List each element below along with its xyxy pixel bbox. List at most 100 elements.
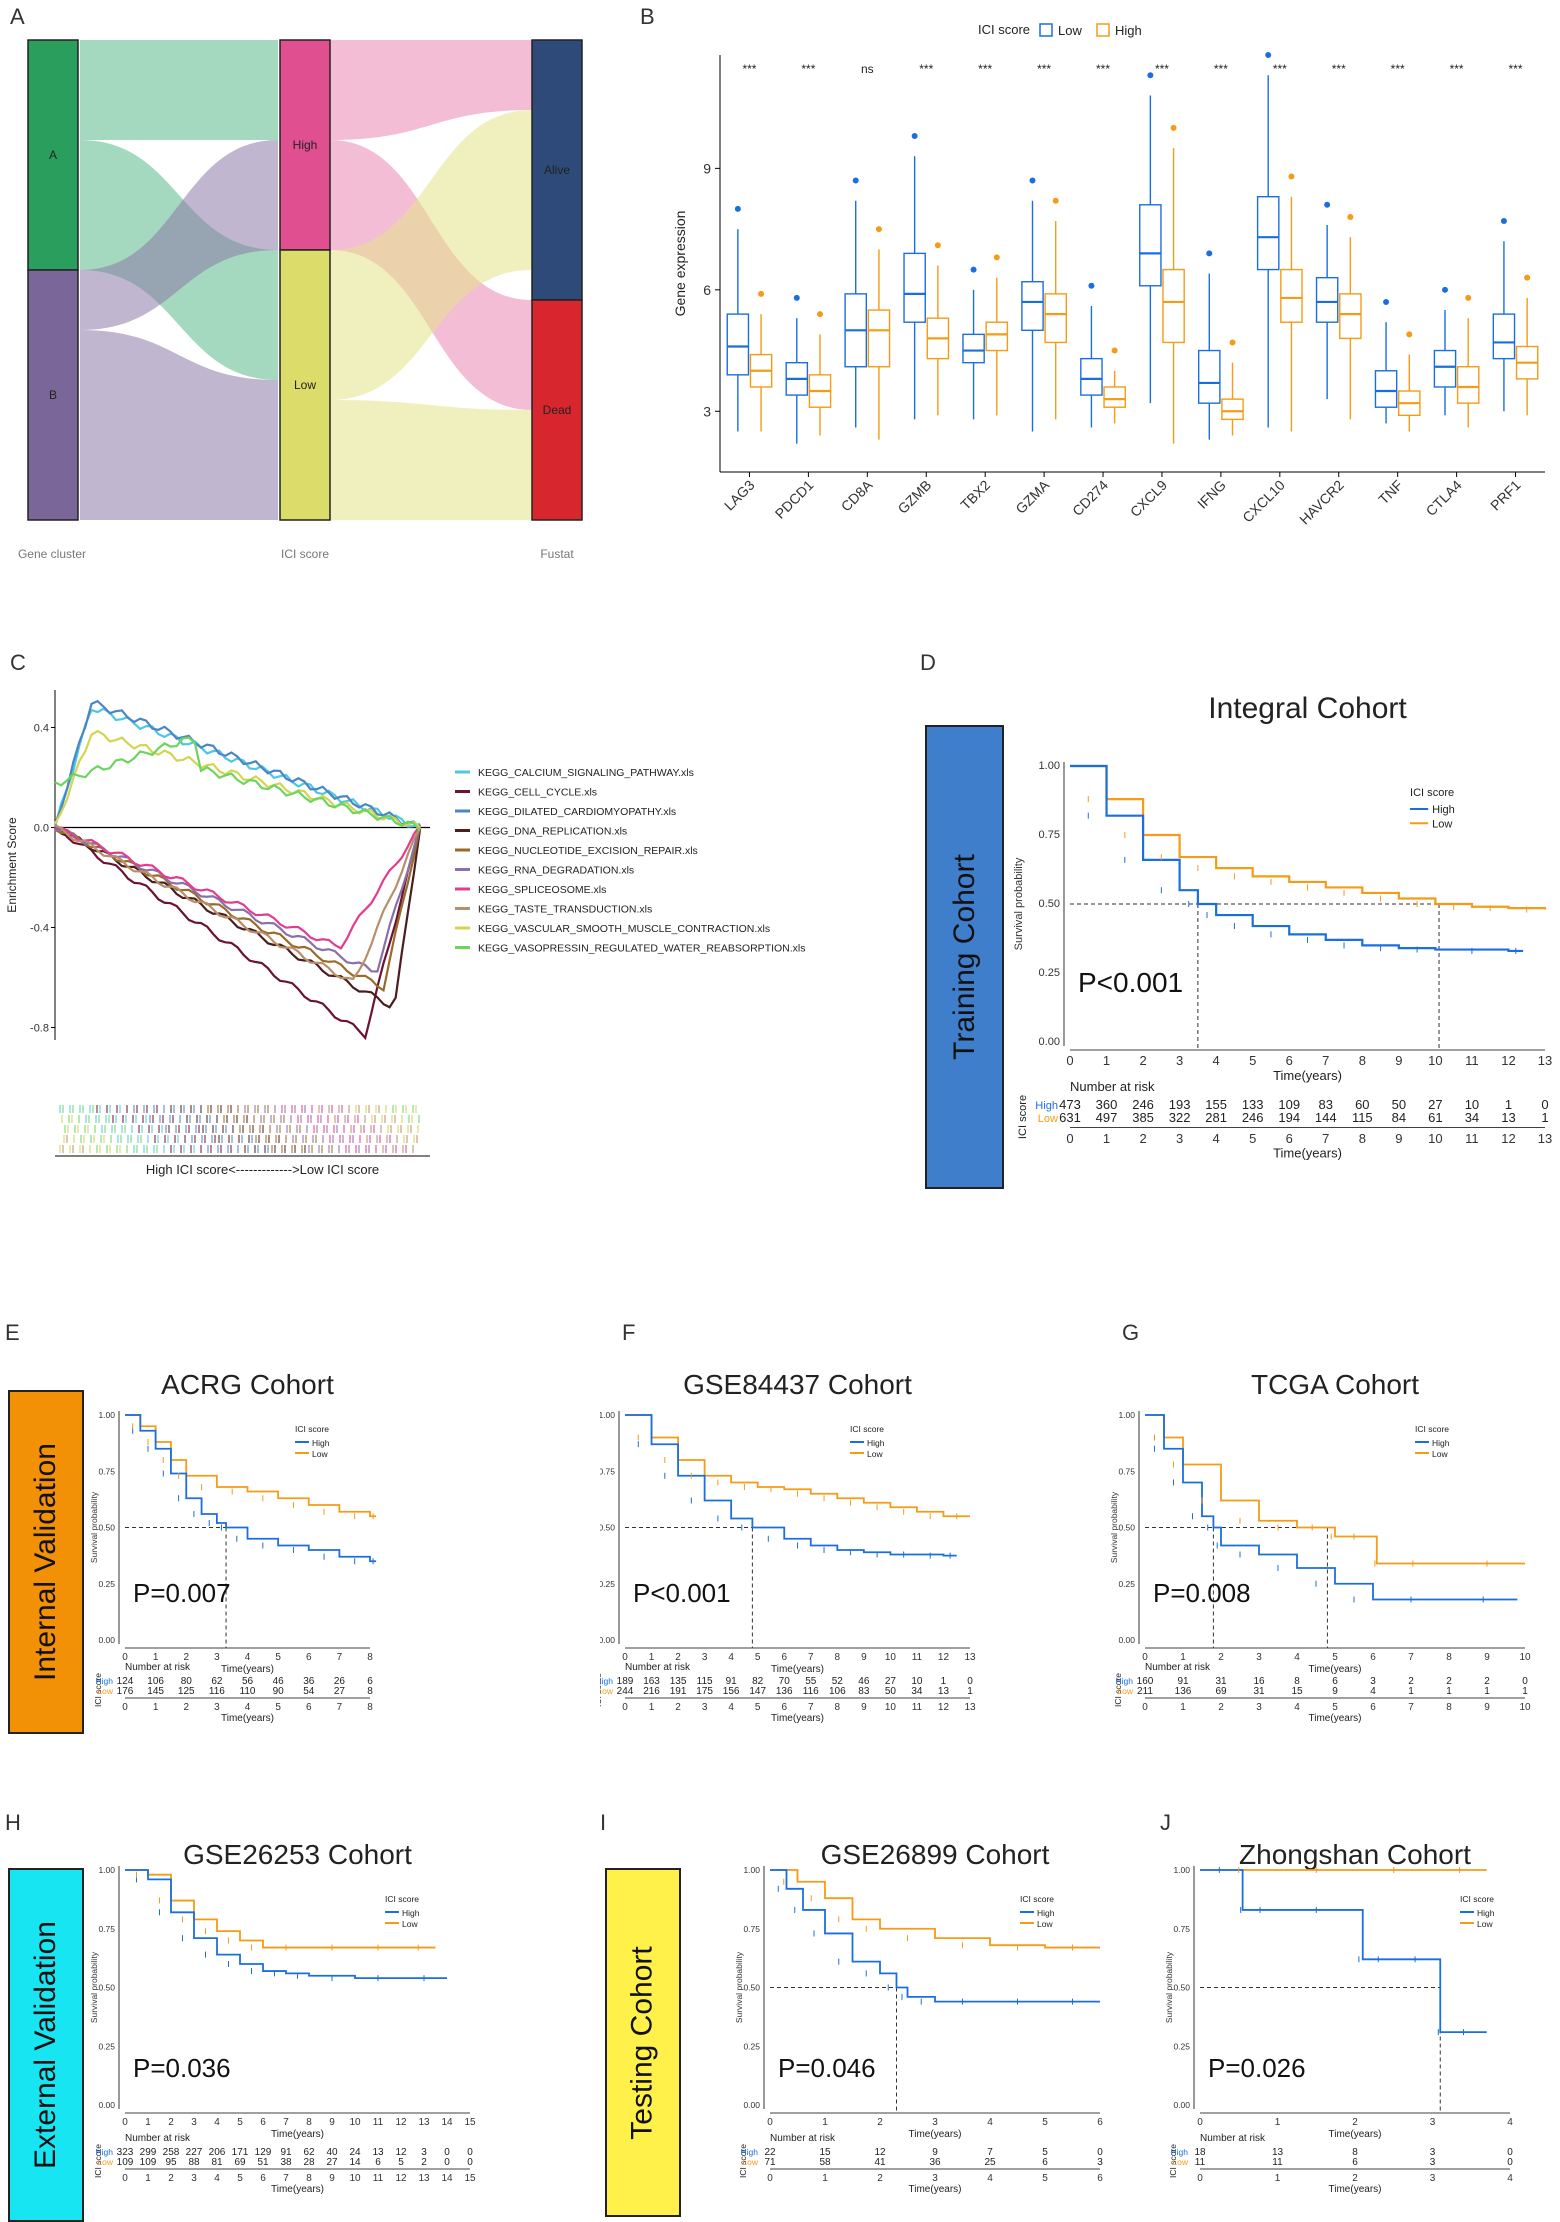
km-x-tick-label: 1 — [1275, 2117, 1281, 2128]
risk-low-count: 109 — [117, 2157, 134, 2168]
risk-low-count: 61 — [1428, 1110, 1442, 1125]
box-low-gzma-outlier — [1029, 177, 1036, 184]
x-tick-label: CTLA4 — [1423, 477, 1465, 519]
km-title: ACRG Cohort — [161, 1370, 334, 1400]
risk-high-count: 62 — [211, 1676, 223, 1687]
risk-high-count: 36 — [303, 1676, 315, 1687]
risk-x-tick-label: 10 — [349, 2173, 361, 2184]
km-y-tick-label: 1.00 — [600, 1410, 615, 1420]
km-pvalue: P=0.026 — [1208, 2053, 1306, 2083]
ici-low-node — [279, 249, 331, 521]
km-x-tick-label: 2 — [1139, 1053, 1146, 1068]
km-curve-high — [1200, 1869, 1487, 2034]
km-x-tick-label: 2 — [1352, 2117, 1358, 2128]
gsea-legend-label: KEGG_DNA_REPLICATION.xls — [478, 826, 627, 838]
risk-low-count: 145 — [147, 1686, 164, 1697]
km-x-tick-label: 5 — [755, 1652, 761, 1663]
box-high-ifng-box — [1221, 398, 1244, 421]
km-legend-low-label: Low — [1477, 1919, 1493, 1929]
risk-x-tick-label: 7 — [808, 1702, 814, 1713]
x-tick-label: HAVCR2 — [1296, 477, 1347, 528]
risk-high-count: 8 — [1294, 1676, 1300, 1687]
legend-low-swatch — [1039, 23, 1053, 37]
risk-x-tick-label: 1 — [1275, 2173, 1281, 2184]
risk-x-tick-label: 0 — [622, 1702, 628, 1713]
box-low-ctla4-box — [1433, 349, 1457, 388]
km-x-axis-label: Time(years) — [221, 1664, 274, 1675]
km-x-tick-label: 4 — [1213, 1053, 1220, 1068]
box-low-gzmb-outlier — [911, 132, 918, 139]
gsea-line-1 — [54, 824, 422, 1041]
km-y-tick-label: 1.00 — [98, 1410, 115, 1420]
y-tick-label: -0.8 — [30, 1023, 49, 1035]
box-high-tbx2-outlier — [993, 254, 1000, 261]
km-y-tick-label: 0.50 — [743, 1983, 760, 1993]
risk-low-count: 71 — [764, 2157, 776, 2168]
risk-table-ylabel: ICI score — [1168, 2144, 1178, 2178]
risk-x-tick-label: 12 — [395, 2173, 407, 2184]
risk-high-count: 91 — [280, 2147, 292, 2158]
risk-high-count: 52 — [832, 1676, 844, 1687]
box-high-cxcl9-outlier — [1170, 124, 1177, 131]
km-y-tick-label: 0.75 — [1173, 1924, 1190, 1934]
km-x-tick-label: 12 — [938, 1652, 950, 1663]
km-x-tick-label: 4 — [1507, 2117, 1513, 2128]
km-x-tick-label: 3 — [191, 2117, 197, 2128]
x-tick-label: IFNG — [1194, 477, 1229, 512]
km-x-tick-label: 7 — [283, 2117, 289, 2128]
km-x-tick-label: 7 — [337, 1652, 343, 1663]
km-x-axis-label: Time(years) — [1329, 2129, 1382, 2140]
risk-low-count: 115 — [1352, 1110, 1373, 1125]
significance-label: *** — [1096, 62, 1110, 76]
risk-low-count: 110 — [240, 1686, 256, 1697]
risk-high-count: 83 — [1319, 1097, 1333, 1112]
ici-high-node-label: High — [293, 138, 318, 152]
box-low-cxcl10-outlier — [1265, 52, 1272, 58]
gsea-chart-c: 0.4 0.0 -0.4 -0.8 Enrichment Score KEGG_CALCI… — [5, 690, 806, 1177]
cluster-b-node — [27, 269, 79, 521]
risk-label-low: Low — [1172, 2157, 1188, 2167]
km-x-tick-label: 3 — [1256, 1652, 1262, 1663]
box-high-pdcd1-outlier — [817, 311, 823, 318]
risk-high-count: 31 — [1215, 1676, 1227, 1687]
km-legend-title: ICI score — [295, 1424, 329, 1434]
km-y-axis-label: Survival probability — [734, 1951, 744, 2023]
risk-low-count: 69 — [1215, 1686, 1227, 1697]
risk-high-count: 106 — [147, 1676, 164, 1687]
km-legend-high-label: High — [1432, 804, 1455, 816]
risk-x-tick-label: 4 — [987, 2173, 993, 2184]
box-high-havcr2-outlier — [1347, 213, 1354, 220]
risk-high-count: 24 — [349, 2147, 361, 2158]
km-y-tick-label: 0.25 — [98, 1579, 115, 1589]
risk-x-tick-label: 11 — [1465, 1131, 1479, 1146]
km-x-tick-label: 5 — [1249, 1053, 1256, 1068]
risk-x-tick-label: 3 — [932, 2173, 938, 2184]
risk-table-title: Number at risk — [1145, 1662, 1211, 1673]
ribbon-b-high — [80, 140, 278, 330]
risk-x-tick-label: 5 — [755, 1702, 761, 1713]
km-curve-high — [1070, 764, 1524, 953]
panel-label-j: J — [1160, 1810, 1171, 1835]
risk-high-count: 46 — [273, 1676, 285, 1687]
risk-x-tick-label: 12 — [938, 1702, 950, 1713]
km-x-tick-label: 12 — [395, 2117, 407, 2128]
cluster-a-node — [27, 39, 79, 271]
km-title: GSE84437 Cohort — [683, 1370, 912, 1400]
external-validation-label: External Validation — [29, 1921, 62, 2169]
y-tick-label: 0.4 — [34, 723, 49, 735]
km-x-tick-label: 7 — [808, 1652, 814, 1663]
km-x-tick-label: 8 — [835, 1652, 841, 1663]
risk-x-tick-label: 9 — [1395, 1131, 1402, 1146]
risk-x-tick-label: 0 — [1142, 1702, 1148, 1713]
km-y-tick-label: 0.75 — [743, 1924, 760, 1934]
significance-label: *** — [1332, 62, 1346, 76]
gsea-line-5 — [54, 824, 422, 973]
x-tick-label: LAG3 — [721, 477, 758, 514]
significance-label: *** — [1037, 62, 1051, 76]
risk-high-count: 27 — [1428, 1097, 1442, 1112]
fustat-dead-node-label: Dead — [543, 403, 572, 417]
km-curve-high — [625, 1414, 957, 1557]
significance-label: ns — [861, 62, 874, 76]
km-curve-low — [1070, 764, 1547, 910]
